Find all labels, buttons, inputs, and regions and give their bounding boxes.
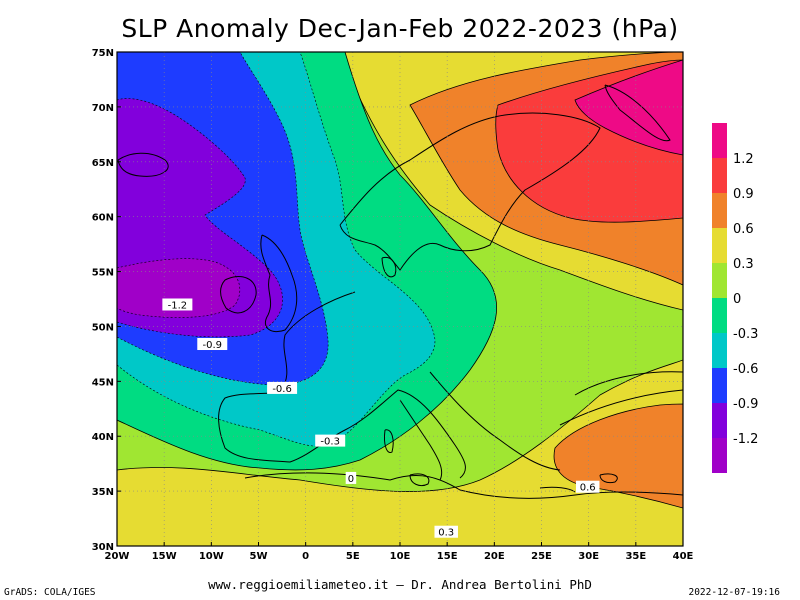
lon-tick-label: 10W — [199, 551, 224, 562]
legend-label: 0.6 — [733, 222, 754, 237]
legend-swatch — [712, 263, 727, 298]
anomaly-fill-layer — [117, 52, 683, 546]
chart-title: SLP Anomaly Dec-Jan-Feb 2022-2023 (hPa) — [121, 14, 679, 43]
lon-tick-label: 0 — [302, 551, 309, 562]
novaya-zemlya-coast — [604, 84, 671, 142]
lat-tick-label: 30N — [92, 542, 114, 553]
lon-tick-label: 20W — [105, 551, 130, 562]
legend-swatch — [712, 193, 727, 228]
contour-label: -0.6 — [272, 384, 292, 395]
legend-swatch — [712, 298, 727, 333]
axis-ticks: 20W 15W 10W 5W 0 5E 10E 15E 20E 25E 30E 35E 40E 75N 70… — [92, 48, 694, 562]
legend-swatch — [712, 403, 727, 438]
legend-swatch — [712, 228, 727, 263]
lat-tick-label: 40N — [92, 432, 114, 443]
contour-label-box — [267, 381, 298, 394]
turkey-coast — [559, 389, 683, 426]
lon-tick-label: 5E — [346, 551, 360, 562]
legend-swatch — [712, 158, 727, 193]
lon-tick-label: 20E — [484, 551, 505, 562]
coastlines — [117, 84, 683, 499]
legend-swatch — [712, 123, 727, 158]
contour-labels: -1.2 -0.9 -0.6 -0.3 0 0.6 0.3 — [162, 298, 600, 539]
legend-label: 1.2 — [733, 152, 754, 167]
legend-label: 0.9 — [733, 187, 754, 202]
color-legend: 1.2 0.9 0.6 0.3 0 -0.3 -0.6 -0.9 -1.2 — [712, 123, 758, 473]
italy-coast — [399, 399, 443, 481]
legend-label: -0.6 — [733, 362, 758, 377]
timestamp: 2022-12-07-19:16 — [688, 587, 780, 598]
contour-label-box — [162, 298, 193, 311]
black-sea-coast — [574, 371, 683, 396]
legend-label: -0.9 — [733, 397, 758, 412]
lon-tick-label: 40E — [673, 551, 694, 562]
software-credit: GrADS: COLA/IGES — [4, 587, 96, 598]
legend-label: -1.2 — [733, 432, 758, 447]
contour-label: -0.9 — [203, 340, 223, 351]
contour-label-box — [575, 480, 600, 493]
lon-tick-label: 15W — [152, 551, 177, 562]
sicily-coast — [409, 473, 430, 487]
denmark-coast — [381, 256, 397, 278]
lat-tick-label: 60N — [92, 213, 114, 224]
website-credit: www.reggioemiliameteo.it – Dr. Andrea Be… — [208, 577, 592, 592]
lon-tick-label: 35E — [625, 551, 646, 562]
lon-tick-label: 30E — [578, 551, 599, 562]
contour-label: -0.3 — [320, 437, 340, 448]
lon-tick-label: 25E — [531, 551, 552, 562]
legend-swatch-bottom — [712, 438, 727, 473]
legend-label: -0.3 — [733, 327, 758, 342]
band-below-neg1.2 — [117, 258, 241, 318]
lon-tick-label: 10E — [390, 551, 411, 562]
lat-tick-label: 65N — [92, 158, 114, 169]
lat-tick-label: 50N — [92, 322, 114, 333]
contour-label: 0.6 — [580, 483, 596, 494]
sardinia-coast — [384, 429, 394, 454]
great-britain-coast — [260, 234, 298, 333]
contour-label: -1.2 — [168, 300, 188, 311]
band-above-1.2-north — [574, 59, 683, 156]
cyprus-coast — [599, 473, 618, 484]
north-africa-coast — [244, 472, 683, 499]
lat-tick-label: 55N — [92, 268, 114, 279]
ireland-coast — [220, 276, 257, 314]
iceland-coast — [117, 152, 169, 177]
europe-mainland-coast — [218, 291, 561, 479]
contour-label: 0 — [348, 474, 354, 485]
lat-tick-label: 75N — [92, 48, 114, 59]
legend-label: 0.3 — [733, 257, 754, 272]
contour-label-box — [197, 338, 228, 351]
contour-label-box — [315, 434, 346, 447]
lat-tick-label: 45N — [92, 377, 114, 388]
contour-label-box — [434, 525, 458, 538]
legend-label: 0 — [733, 292, 741, 307]
legend-swatch — [712, 333, 727, 368]
legend-swatch — [712, 368, 727, 403]
contour-label-box — [345, 471, 357, 484]
contour-label: 0.3 — [438, 528, 454, 539]
lat-tick-label: 35N — [92, 487, 114, 498]
lon-tick-label: 15E — [437, 551, 458, 562]
lat-tick-label: 70N — [92, 103, 114, 114]
lon-tick-label: 5W — [250, 551, 268, 562]
